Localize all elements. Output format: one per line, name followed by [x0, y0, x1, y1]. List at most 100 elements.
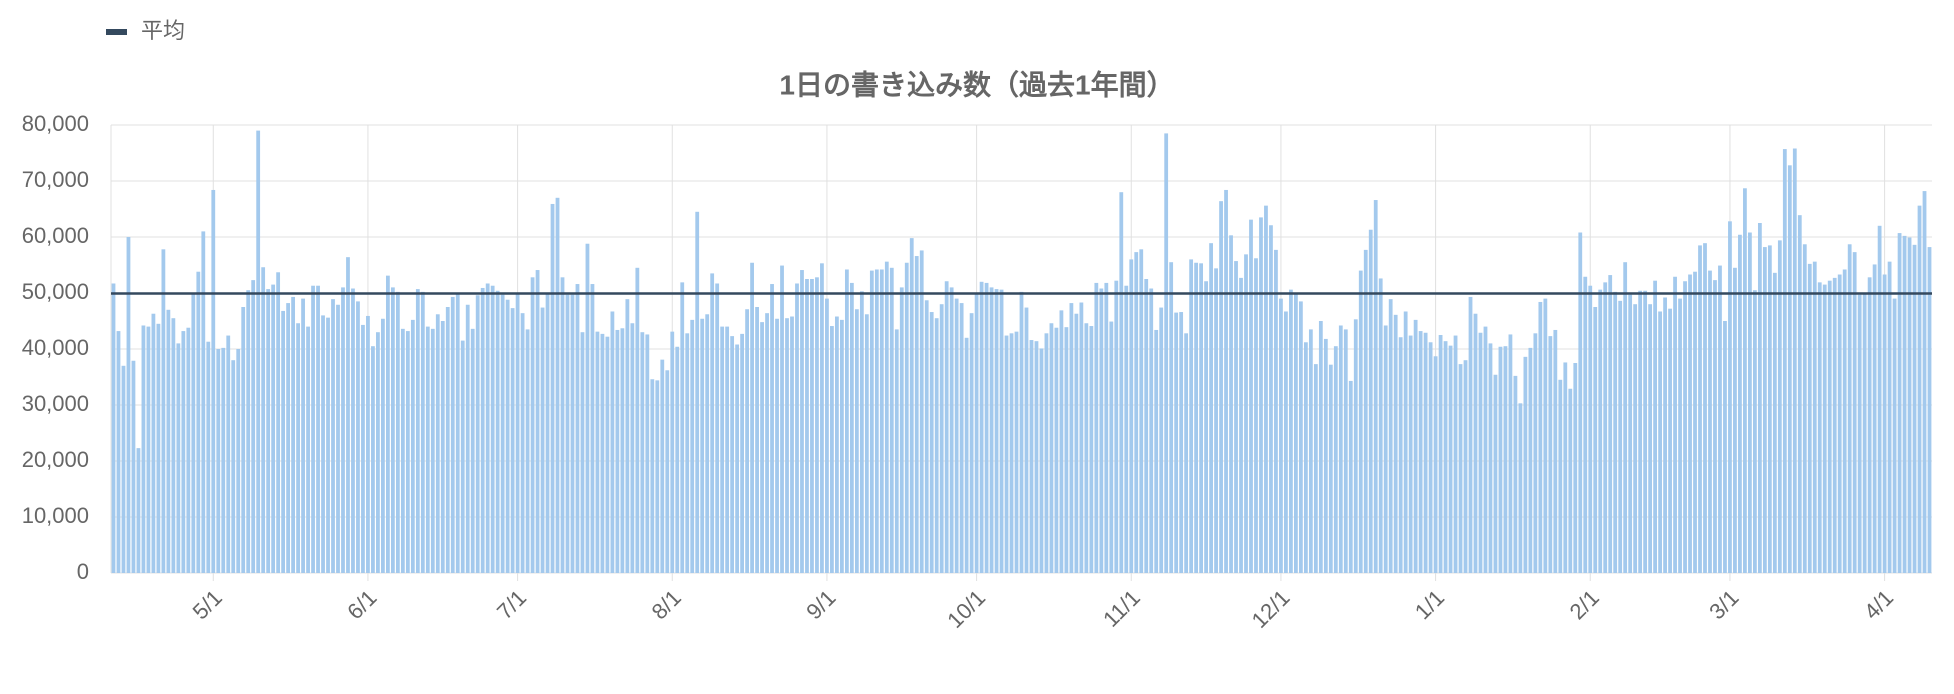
bar [1074, 313, 1079, 573]
bar [1777, 240, 1782, 574]
bar [111, 283, 116, 573]
bar [1628, 294, 1633, 573]
bar [690, 319, 695, 573]
bar [1383, 325, 1388, 573]
bar [1862, 293, 1867, 573]
bar [1598, 289, 1603, 573]
bar [695, 211, 700, 574]
bar [640, 332, 645, 573]
bar [1313, 364, 1318, 573]
bar [1688, 274, 1692, 573]
bar [859, 291, 864, 573]
bar [800, 270, 804, 573]
bar [550, 203, 555, 573]
y-tick-label: 0 [77, 559, 89, 584]
bar [1269, 225, 1273, 574]
bar [1832, 277, 1837, 573]
bar [570, 294, 575, 573]
bar [869, 270, 874, 573]
y-tick-label: 70,000 [22, 167, 89, 192]
bar [346, 257, 350, 573]
bar [156, 323, 161, 573]
bar [770, 284, 774, 573]
bar [974, 293, 979, 573]
bar [500, 294, 505, 573]
bar [246, 290, 251, 573]
bar [525, 329, 530, 573]
bar [1423, 332, 1428, 573]
bar [605, 336, 610, 573]
bar [410, 319, 415, 573]
bar [710, 273, 715, 573]
x-tick-label: 11/1 [1098, 585, 1145, 632]
bar [311, 285, 315, 573]
bar [1079, 302, 1084, 573]
bar [1049, 323, 1054, 573]
bar [1822, 284, 1827, 573]
bar [1683, 281, 1687, 573]
bar [1872, 264, 1877, 573]
bar [520, 313, 525, 573]
bar [495, 290, 500, 573]
bar [1917, 205, 1922, 573]
bar [1837, 274, 1842, 573]
bar [625, 299, 630, 573]
legend-swatch [106, 29, 127, 35]
bar [1548, 336, 1553, 573]
bar [366, 315, 370, 573]
bar [1877, 225, 1882, 574]
bar [675, 346, 680, 573]
bar [1658, 311, 1662, 573]
bar [1114, 280, 1119, 573]
bar [216, 349, 221, 573]
bar [864, 314, 869, 573]
bar [839, 319, 844, 573]
bar [1059, 310, 1064, 573]
bar [555, 197, 560, 574]
bar [1428, 342, 1433, 573]
bar [1129, 259, 1134, 573]
bar [1448, 345, 1453, 573]
bar [615, 329, 620, 573]
bar [1239, 277, 1243, 573]
bar [1912, 244, 1917, 573]
x-tick-label: 9/1 [801, 585, 840, 624]
chart-title: 1日の書き込み数（過去1年間） [779, 68, 1174, 100]
bar [1523, 356, 1528, 573]
bar [1852, 252, 1857, 573]
bar [1353, 319, 1358, 573]
bar [1563, 362, 1568, 573]
bar [1618, 300, 1623, 573]
bar [440, 321, 445, 573]
x-tick-label: 7/1 [492, 585, 531, 624]
bar [1892, 298, 1897, 573]
bar [1533, 333, 1538, 573]
bar [874, 269, 879, 573]
bar [1164, 133, 1169, 573]
bar [919, 250, 924, 573]
bar [1089, 326, 1094, 573]
y-tick-label: 30,000 [22, 391, 89, 416]
bar [420, 291, 425, 573]
bar [455, 294, 460, 573]
bar [1368, 229, 1373, 573]
bar [1518, 403, 1523, 573]
bar [1543, 298, 1548, 573]
bar [376, 332, 380, 573]
bar [1254, 258, 1258, 573]
bar [1782, 149, 1787, 573]
bar [1887, 261, 1892, 573]
bar [1503, 346, 1508, 573]
bar [1209, 243, 1213, 573]
bar [251, 280, 256, 573]
bar [131, 360, 136, 573]
bar [964, 337, 969, 573]
bar [1668, 308, 1672, 573]
bar [715, 283, 720, 573]
bar [395, 291, 400, 573]
bar [1593, 307, 1598, 573]
bar [1029, 340, 1034, 573]
bar [1847, 244, 1852, 573]
bar [1718, 265, 1722, 573]
